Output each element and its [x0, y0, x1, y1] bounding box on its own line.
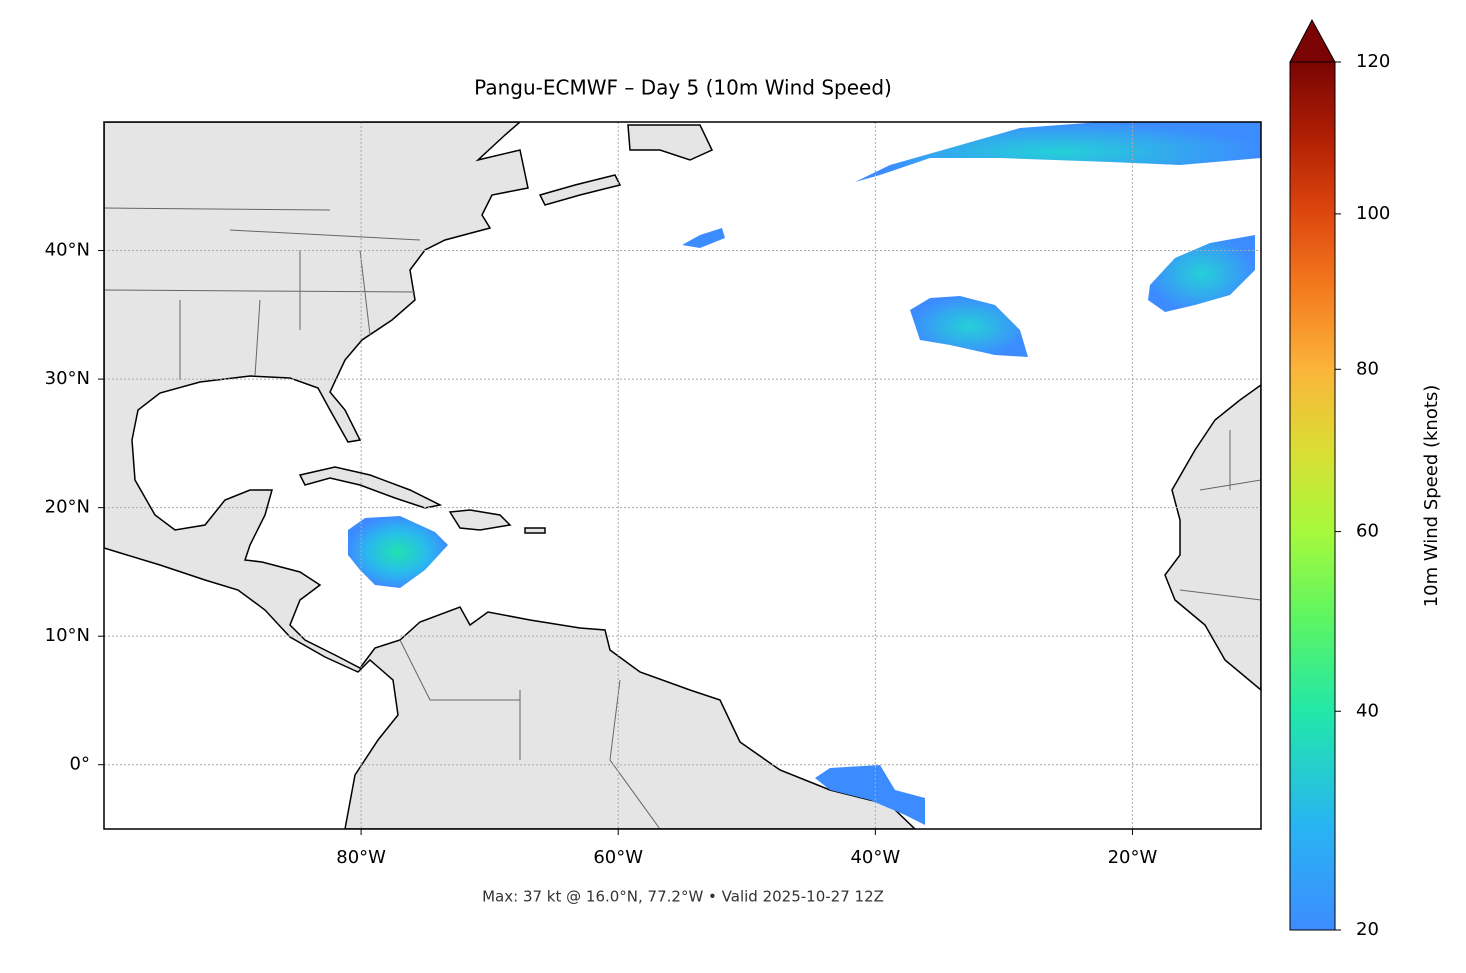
colorbar-tick-label: 20: [1356, 919, 1379, 940]
chart-title: Pangu-ECMWF – Day 5 (10m Wind Speed): [474, 76, 892, 100]
colorbar-tick-label: 40: [1356, 700, 1379, 721]
cuba: [298, 466, 443, 509]
map-area: [104, 122, 1261, 829]
y-tick-label: 0°: [70, 754, 90, 775]
nova-scotia: [538, 174, 622, 206]
borders: [104, 207, 1261, 829]
wind-area: [855, 122, 1261, 182]
colorbar-tick-label: 80: [1356, 358, 1379, 379]
x-tick-label: 20°W: [1108, 847, 1158, 868]
y-tick-label: 10°N: [45, 625, 90, 646]
colorbar-tick-label: 120: [1356, 51, 1390, 72]
x-tick-label: 40°W: [850, 847, 900, 868]
wind-area: [348, 516, 448, 588]
hispaniola: [448, 509, 512, 531]
wind-area: [910, 296, 1028, 357]
newfoundland: [627, 124, 714, 161]
americas: [104, 122, 917, 829]
wind-area: [815, 765, 925, 825]
y-tick-label: 20°N: [45, 497, 90, 518]
annotation: Max: 37 kt @ 16.0°N, 77.2°W • Valid 2025…: [482, 888, 884, 906]
wind-area: [1148, 235, 1255, 312]
wind-field: [348, 122, 1261, 825]
land: [104, 122, 1261, 829]
grid: [104, 122, 1261, 829]
colorbar-tick-label: 60: [1356, 521, 1379, 542]
africa: [1164, 384, 1261, 691]
colorbar-tick-label: 100: [1356, 203, 1390, 224]
puerto-rico: [524, 527, 546, 534]
y-tick-label: 40°N: [45, 240, 90, 261]
colorbar-extend: [1289, 18, 1336, 63]
border: [104, 207, 1261, 829]
colorbar: [1289, 61, 1336, 931]
x-tick-label: 60°W: [593, 847, 643, 868]
colorbar-label: 10m Wind Speed (knots): [1421, 385, 1442, 608]
map-frame: [103, 121, 1262, 830]
wind-area: [682, 228, 725, 248]
y-tick-label: 30°N: [45, 368, 90, 389]
x-tick-label: 80°W: [336, 847, 386, 868]
